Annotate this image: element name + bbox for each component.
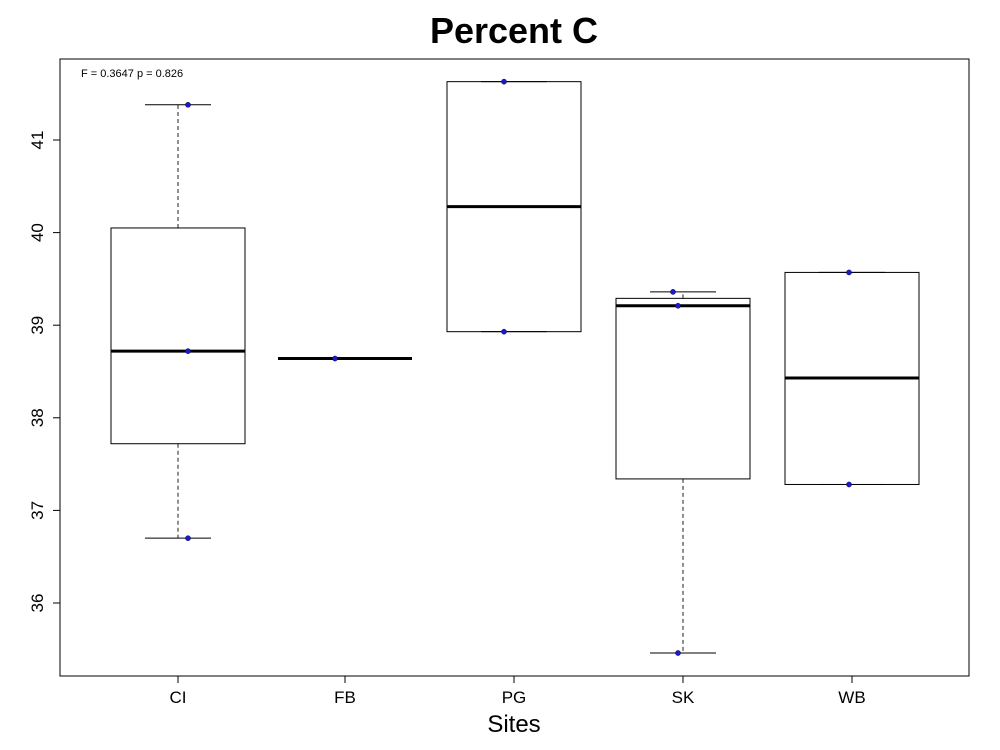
data-point [332, 355, 338, 362]
x-tick-label: PG [502, 688, 527, 707]
data-point [185, 348, 191, 354]
x-tick-label: WB [838, 688, 865, 707]
boxes-layer [110, 81, 920, 654]
data-point [846, 269, 852, 276]
y-tick-label: 38 [28, 408, 47, 427]
x-tick-label: FB [334, 688, 356, 707]
data-point [675, 650, 681, 656]
data-point [675, 302, 681, 309]
data-point [846, 481, 852, 488]
data-point [185, 102, 191, 108]
y-tick-label: 40 [28, 223, 47, 242]
data-point [501, 328, 507, 335]
y-tick-label: 36 [28, 594, 47, 613]
y-tick-label: 37 [28, 501, 47, 520]
stats-annotation: F = 0.3647 p = 0.826 [81, 68, 183, 80]
x-axis-label: Sites [487, 711, 540, 738]
data-point [185, 535, 191, 541]
data-point [501, 78, 507, 85]
x-tick-label: SK [672, 688, 695, 707]
y-tick-label: 41 [28, 131, 47, 150]
points-layer [185, 78, 852, 656]
x-tick-label: CI [170, 688, 187, 707]
data-point [670, 289, 676, 295]
axes-layer: 36 37 38 39 40 41 CI FB PG SK WB [28, 131, 866, 707]
box-iqr [615, 297, 751, 480]
plot-frame [59, 58, 970, 677]
y-tick-label: 39 [28, 316, 47, 335]
box-iqr [110, 227, 246, 445]
chart-title: Percent C [430, 10, 598, 51]
